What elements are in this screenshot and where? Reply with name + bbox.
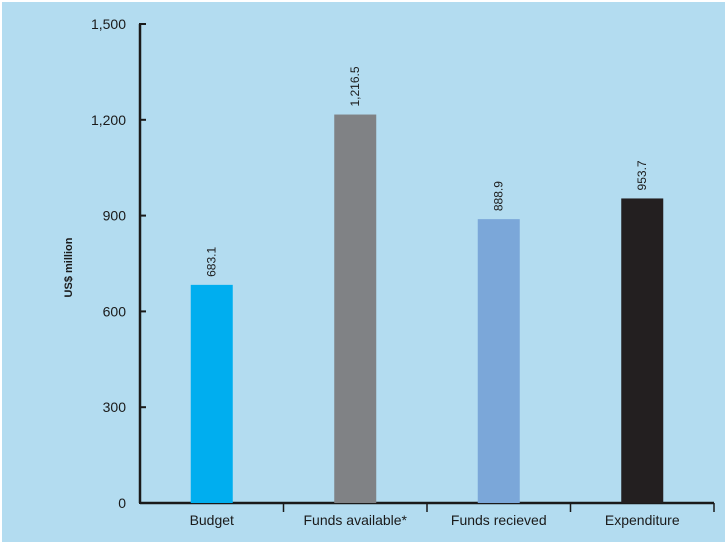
axes: 0 300 600 900 1,200 1,500 (91, 16, 715, 512)
bar-value-label: 683.1 (205, 247, 219, 277)
bar-value-label: 888.9 (492, 181, 506, 211)
y-axis-title: US$ million (63, 237, 75, 297)
x-category-label: Funds recieved (451, 512, 547, 528)
bar-expenditure (621, 198, 664, 504)
bar-budget (190, 284, 233, 503)
labels: Budget 683.1 Funds available* 1,216.5 Funds … (190, 66, 680, 528)
y-tick-label: 300 (103, 399, 127, 415)
bar-value-label: 1,216.5 (348, 66, 362, 106)
bars (190, 114, 664, 504)
y-tick-label: 900 (103, 208, 127, 224)
y-tick-label: 600 (103, 303, 127, 319)
bar-value-label: 953.7 (635, 160, 649, 190)
y-tick-label: 1,500 (91, 16, 126, 32)
y-tick-label: 1,200 (91, 112, 126, 128)
y-tick-label: 0 (118, 495, 126, 511)
x-category-label: Budget (190, 512, 234, 528)
bar-funds-recieved (477, 219, 520, 503)
x-category-label: Funds available* (303, 512, 407, 528)
x-category-label: Expenditure (605, 512, 680, 528)
bar-funds-available (334, 114, 377, 503)
